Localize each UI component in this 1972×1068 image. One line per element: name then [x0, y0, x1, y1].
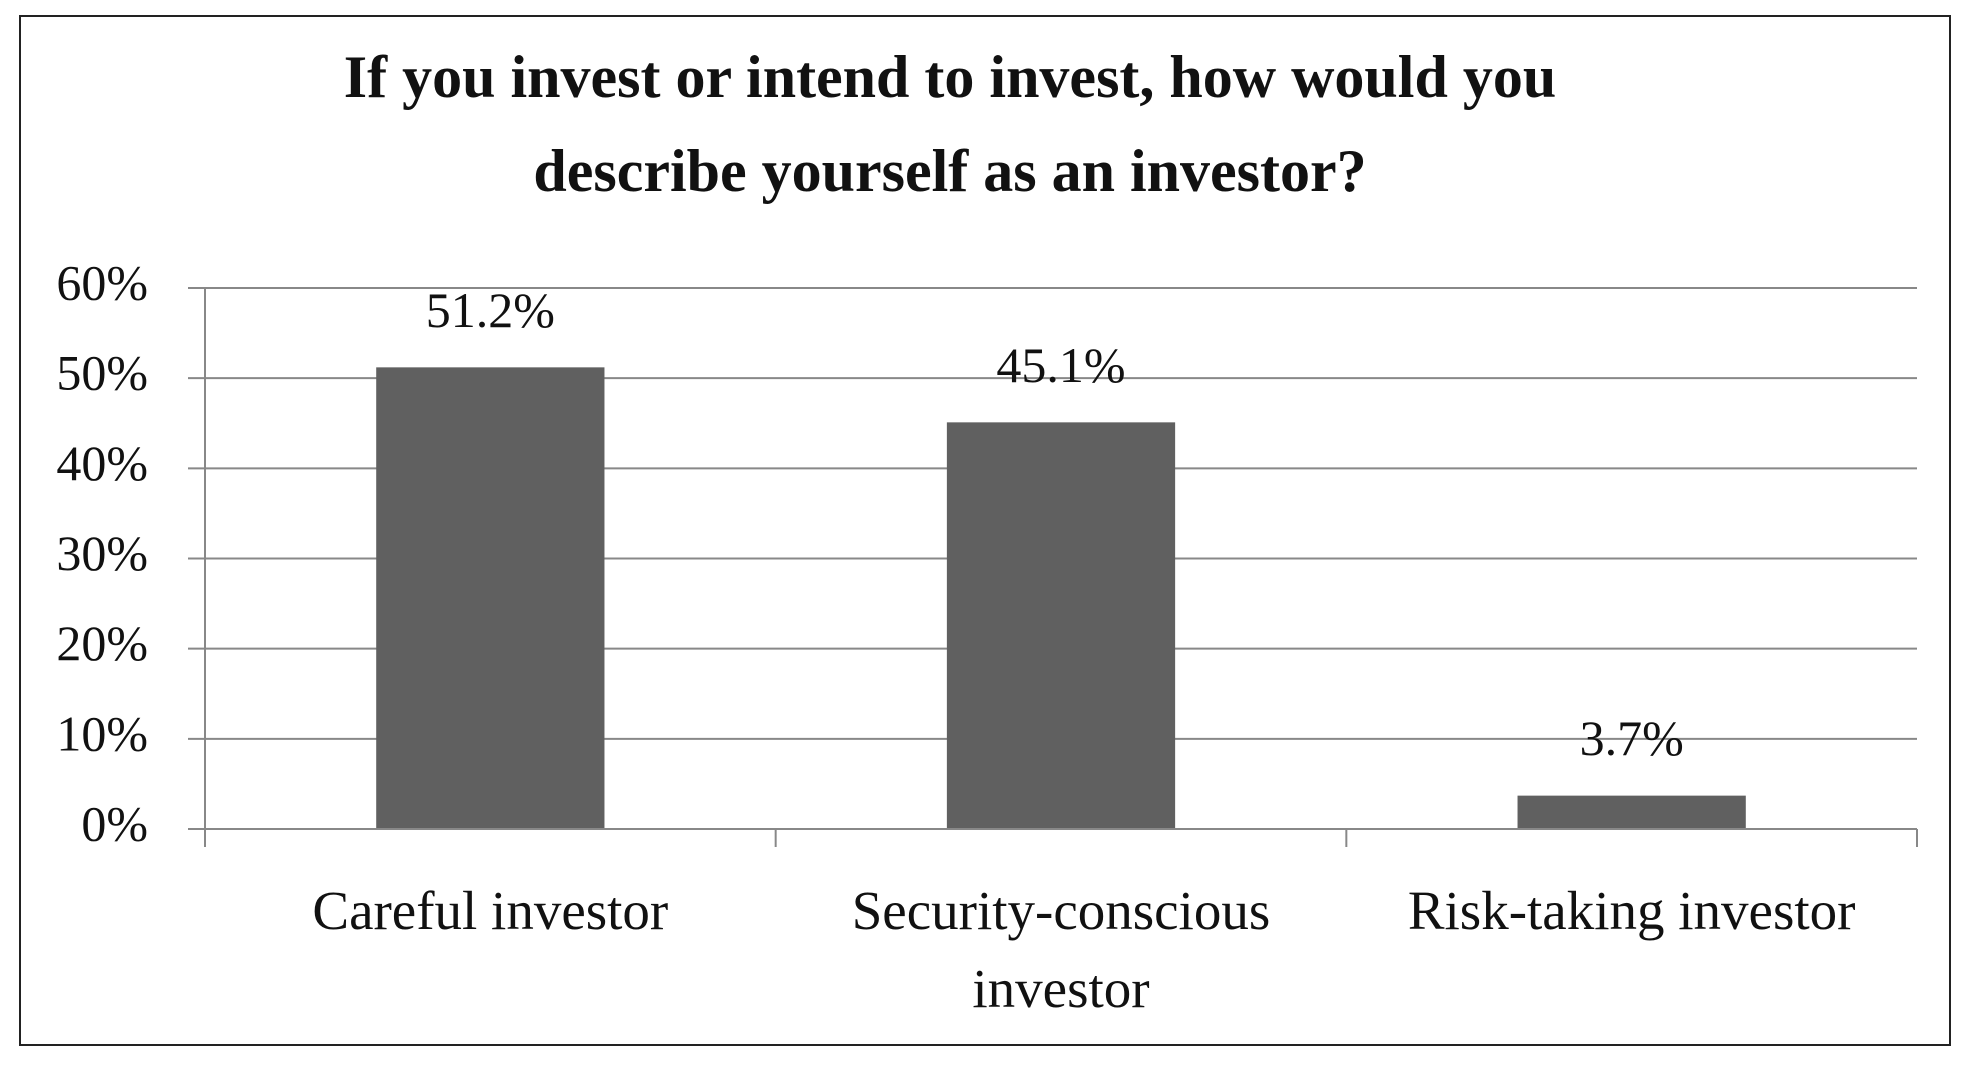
y-tick-label: 50%	[56, 345, 148, 401]
bar	[376, 367, 605, 829]
x-tick-label: Careful investor	[312, 880, 669, 941]
bar	[946, 422, 1176, 829]
y-tick-label: 10%	[56, 705, 148, 761]
x-tick-label: Risk-taking investor	[1407, 880, 1856, 941]
bar	[1517, 795, 1746, 829]
y-tick-label: 40%	[56, 435, 148, 491]
y-tick-label: 20%	[56, 615, 148, 671]
chart-frame	[19, 15, 1951, 1046]
value-label: 3.7%	[1580, 710, 1684, 766]
value-label: 51.2%	[426, 282, 555, 338]
y-tick-label: 30%	[56, 525, 148, 581]
value-label: 45.1%	[996, 337, 1125, 393]
y-tick-label: 0%	[81, 795, 148, 851]
x-tick-label: Security-conscious investor	[851, 880, 1271, 1019]
y-tick-label: 60%	[56, 254, 148, 310]
chart-title: If you invest or intend to invest, how w…	[343, 44, 1557, 204]
